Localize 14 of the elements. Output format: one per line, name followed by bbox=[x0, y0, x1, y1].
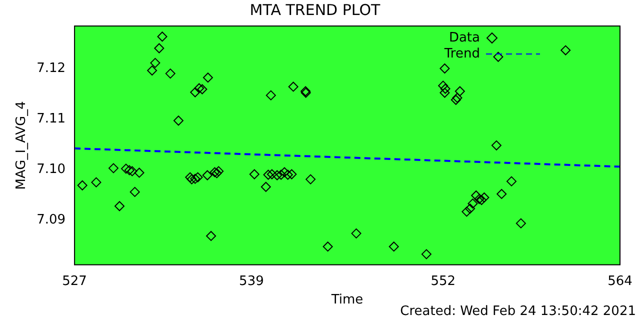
x-tick-label: 552 bbox=[430, 274, 456, 289]
y-tick-label: 7.09 bbox=[36, 212, 66, 228]
x-tick-label: 527 bbox=[62, 274, 87, 289]
legend-label: Trend bbox=[443, 46, 480, 62]
x-tick-label: 539 bbox=[239, 274, 264, 289]
x-axis-title: Time bbox=[330, 292, 364, 308]
legend-label: Data bbox=[448, 30, 480, 46]
y-tick-label: 7.10 bbox=[36, 162, 66, 178]
chart-title: MTA TREND PLOT bbox=[250, 0, 382, 19]
text: Created: Wed Feb 24 13:50:42 2021 bbox=[400, 304, 636, 319]
y-tick-label: 7.11 bbox=[36, 111, 66, 126]
y-tick-label: 7.12 bbox=[36, 60, 66, 76]
y-axis-title: MAG_I_AVG_4 bbox=[14, 101, 30, 190]
x-tick-label: 564 bbox=[608, 274, 632, 289]
